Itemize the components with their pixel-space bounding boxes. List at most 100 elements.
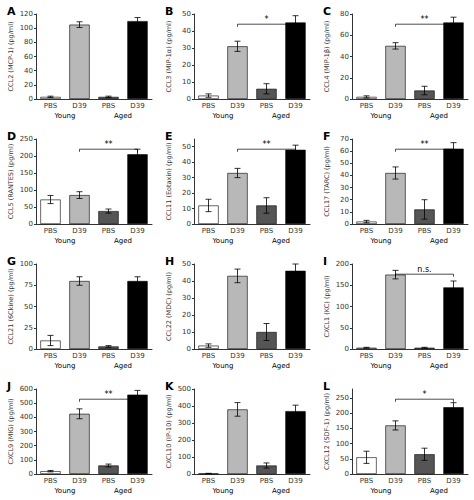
svg-text:Young: Young [212,237,234,245]
svg-text:80: 80 [24,38,33,46]
svg-text:Young: Young [370,112,392,120]
svg-text:L: L [323,380,330,393]
svg-text:C: C [323,5,331,18]
svg-text:200: 200 [20,152,33,160]
svg-text:100: 100 [20,456,33,464]
svg-text:40: 40 [340,53,349,61]
svg-text:0: 0 [187,470,191,478]
svg-text:PBS: PBS [418,102,432,110]
svg-text:120: 120 [20,10,33,18]
svg-text:D39: D39 [230,352,244,360]
svg-text:50: 50 [340,455,349,463]
svg-text:Young: Young [212,362,234,370]
svg-text:Young: Young [212,112,234,120]
svg-text:50: 50 [24,303,33,311]
svg-text:50: 50 [340,159,349,167]
svg-text:PBS: PBS [102,352,116,360]
svg-text:40: 40 [340,171,349,179]
svg-text:PBS: PBS [360,227,374,235]
svg-text:30: 30 [182,174,191,182]
svg-text:150: 150 [336,424,349,432]
svg-text:40: 40 [182,27,191,35]
svg-text:CXCL12 (SDF-1) (pg/ml): CXCL12 (SDF-1) (pg/ml) [323,393,331,470]
svg-text:PBS: PBS [360,102,374,110]
svg-text:Young: Young [370,487,392,495]
svg-text:Aged: Aged [272,237,290,245]
svg-text:D39: D39 [130,477,144,485]
svg-text:80: 80 [340,10,349,18]
svg-text:Aged: Aged [114,237,132,245]
svg-text:40: 40 [182,277,191,285]
svg-text:**: ** [421,140,429,149]
svg-text:100: 100 [178,453,191,461]
svg-text:20: 20 [182,189,191,197]
svg-text:Aged: Aged [430,237,448,245]
svg-text:50: 50 [182,10,191,18]
svg-text:D39: D39 [388,227,402,235]
svg-text:50: 50 [24,203,33,211]
svg-text:0: 0 [29,95,33,103]
svg-text:30: 30 [182,44,191,52]
svg-text:PBS: PBS [260,352,274,360]
svg-text:CXCL10 (IP-10) (pg/ml): CXCL10 (IP-10) (pg/ml) [165,394,173,468]
svg-text:Aged: Aged [114,112,132,120]
svg-text:F: F [323,130,331,143]
svg-text:**: ** [105,390,113,399]
svg-text:50: 50 [182,143,191,151]
svg-text:10: 10 [182,328,191,336]
svg-text:20: 20 [24,81,33,89]
svg-text:0: 0 [187,95,191,103]
svg-text:CCL2 (MCP-1) (pg/ml): CCL2 (MCP-1) (pg/ml) [7,21,15,91]
svg-text:D39: D39 [130,102,144,110]
svg-text:20: 20 [182,311,191,319]
svg-text:100: 100 [20,186,33,194]
svg-text:100: 100 [20,24,33,32]
svg-text:0: 0 [345,470,349,478]
svg-text:500: 500 [20,399,33,407]
svg-text:400: 400 [20,413,33,421]
svg-text:D39: D39 [72,477,86,485]
svg-text:Aged: Aged [114,362,132,370]
svg-text:200: 200 [336,260,349,268]
svg-text:0: 0 [187,345,191,353]
svg-text:Young: Young [370,237,392,245]
svg-text:D39: D39 [130,227,144,235]
svg-text:PBS: PBS [44,352,58,360]
svg-text:100: 100 [20,260,33,268]
svg-text:CCL5 (RANTES) (pg/ml): CCL5 (RANTES) (pg/ml) [7,144,15,219]
svg-text:250: 250 [20,135,33,143]
svg-text:200: 200 [20,442,33,450]
svg-text:150: 150 [336,281,349,289]
svg-text:E: E [165,130,173,143]
svg-text:75: 75 [24,281,33,289]
svg-text:n.s.: n.s. [417,265,431,274]
svg-text:70: 70 [340,135,349,143]
svg-text:Aged: Aged [430,112,448,120]
svg-text:500: 500 [178,385,191,393]
svg-text:PBS: PBS [202,352,216,360]
svg-text:K: K [165,380,174,393]
svg-text:200: 200 [336,409,349,417]
svg-text:600: 600 [20,385,33,393]
svg-text:10: 10 [182,78,191,86]
svg-text:20: 20 [340,196,349,204]
svg-text:50: 50 [182,260,191,268]
svg-text:CCL22 (MDC) (pg/ml): CCL22 (MDC) (pg/ml) [165,272,173,341]
svg-text:PBS: PBS [360,477,374,485]
svg-text:PBS: PBS [202,227,216,235]
svg-text:100: 100 [336,303,349,311]
svg-text:200: 200 [178,436,191,444]
svg-text:Young: Young [54,237,76,245]
svg-text:PBS: PBS [44,227,58,235]
svg-text:D39: D39 [446,352,460,360]
svg-text:Aged: Aged [272,487,290,495]
svg-text:D39: D39 [230,102,244,110]
svg-text:PBS: PBS [102,102,116,110]
svg-text:PBS: PBS [360,352,374,360]
svg-text:PBS: PBS [102,477,116,485]
svg-text:J: J [6,380,11,393]
svg-text:D39: D39 [388,102,402,110]
svg-text:D39: D39 [446,102,460,110]
svg-text:100: 100 [336,440,349,448]
svg-text:250: 250 [336,394,349,402]
